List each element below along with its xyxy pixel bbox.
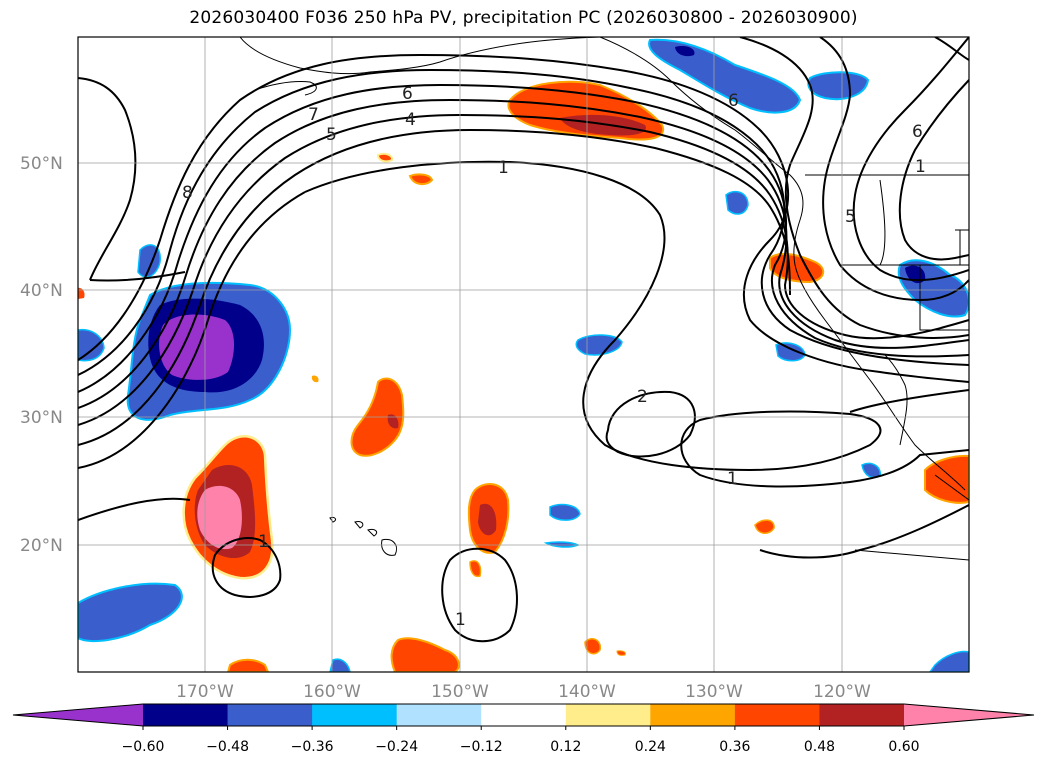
- colorbar-swatch: [312, 704, 398, 726]
- lon-label: 120°W: [813, 682, 871, 702]
- contour-label: 1: [498, 158, 509, 178]
- lat-label: 40°N: [20, 281, 63, 301]
- colorbar: −0.60 −0.48 −0.36 −0.24 −0.12 0.12 0.24 0.36 0.4…: [12, 703, 1035, 755]
- latitude-labels: 50°N 40°N 30°N 20°N: [20, 154, 63, 556]
- map-title: 2026030400 F036 250 hPa PV, precipitatio…: [189, 8, 858, 28]
- contour-label: 6: [402, 84, 413, 104]
- coastlines: [239, 37, 969, 561]
- colorbar-swatch: [481, 704, 567, 726]
- colorbar-tick-label: −0.60: [122, 739, 165, 755]
- lon-label: 170°W: [176, 682, 234, 702]
- contour-label: 7: [308, 105, 319, 125]
- colorbar-tick-label: 0.60: [888, 739, 919, 755]
- precip-shading: [78, 38, 969, 672]
- colorbar-tick-label: 0.24: [635, 739, 666, 755]
- contour-labels: 8 7 6 5 4 1 6 6 5 2 1 1 1 1: [182, 84, 926, 630]
- precip-neg-peak-west: [159, 314, 235, 380]
- contour-label: 8: [182, 183, 193, 203]
- hawaiian-islands: [329, 517, 397, 556]
- lat-label: 20°N: [20, 536, 63, 556]
- colorbar-swatch: [227, 704, 313, 726]
- lat-label: 50°N: [20, 154, 63, 174]
- contour-label: 4: [405, 110, 416, 130]
- colorbar-swatch: [819, 704, 905, 726]
- colorbar-swatch: [734, 704, 820, 726]
- contour-label: 5: [845, 207, 856, 227]
- contour-label: 1: [258, 532, 269, 552]
- lon-label: 160°W: [303, 682, 361, 702]
- longitude-labels: 170°W 160°W 150°W 140°W 130°W 120°W: [176, 682, 871, 702]
- colorbar-extend-min: [13, 704, 143, 726]
- contour-label: 1: [455, 610, 466, 630]
- colorbar-swatch: [565, 704, 651, 726]
- lat-label: 30°N: [20, 408, 63, 428]
- colorbar-swatch: [396, 704, 482, 726]
- contour-label: 6: [912, 122, 923, 142]
- contour-label: 5: [326, 125, 337, 145]
- colorbar-tick-label: −0.48: [206, 739, 249, 755]
- colorbar-tick-label: 0.48: [804, 739, 835, 755]
- lon-label: 140°W: [558, 682, 616, 702]
- contour-label: 2: [637, 387, 648, 407]
- pv-contours: [78, 37, 969, 643]
- contour-label: 1: [727, 469, 738, 489]
- colorbar-tick-label: 0.12: [550, 739, 581, 755]
- colorbar-extend-max: [904, 704, 1034, 726]
- colorbar-swatch: [650, 704, 736, 726]
- contour-label: 6: [728, 91, 739, 111]
- gridlines: [78, 37, 969, 672]
- colorbar-swatch: [143, 704, 229, 726]
- colorbar-tick-label: −0.12: [460, 739, 503, 755]
- lon-label: 150°W: [431, 682, 489, 702]
- lon-label: 130°W: [685, 682, 743, 702]
- map-frame: [77, 36, 970, 673]
- contour-label: 1: [915, 157, 926, 177]
- colorbar-tick-label: 0.36: [719, 739, 750, 755]
- colorbar-tick-label: −0.24: [375, 739, 418, 755]
- precip-neg-bc: [648, 38, 802, 114]
- colorbar-tick-label: −0.36: [291, 739, 334, 755]
